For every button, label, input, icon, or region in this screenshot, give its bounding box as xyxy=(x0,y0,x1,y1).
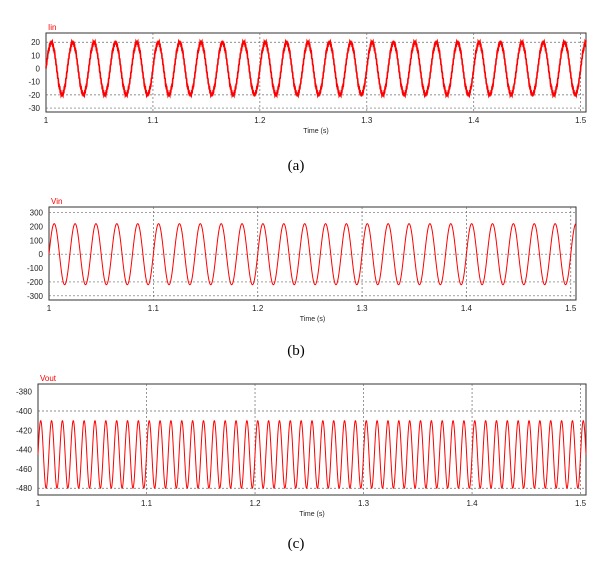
y-tick-label: 100 xyxy=(30,236,44,245)
figure-caption: (a) xyxy=(288,158,305,174)
y-tick-label: 200 xyxy=(30,222,44,231)
x-tick-label: 1.3 xyxy=(357,304,369,313)
x-tick-label: 1.5 xyxy=(575,499,587,508)
y-tick-label: -200 xyxy=(27,278,44,287)
y-tick-label: -480 xyxy=(16,484,33,493)
y-tick-label: -380 xyxy=(16,388,33,397)
x-axis-label: Time (s) xyxy=(299,511,324,518)
x-tick-label: 1.3 xyxy=(358,499,370,508)
x-tick-label: 1.2 xyxy=(252,304,264,313)
x-axis-label: Time (s) xyxy=(303,128,328,135)
x-tick-label: 1.1 xyxy=(147,116,159,125)
y-tick-label: -20 xyxy=(28,91,40,100)
figure-caption: (b) xyxy=(287,343,305,359)
y-tick-label: -440 xyxy=(16,446,33,455)
series-line xyxy=(45,38,587,99)
x-tick-label: 1 xyxy=(47,304,52,313)
y-tick-label: -460 xyxy=(16,465,33,474)
y-axis-label: Vout xyxy=(40,374,57,383)
y-tick-label: -10 xyxy=(28,78,40,87)
plot-area xyxy=(48,206,577,301)
y-tick-label: 0 xyxy=(39,250,44,259)
x-axis-label: Time (s) xyxy=(300,316,325,323)
y-axis-label: Iin xyxy=(48,23,56,32)
x-tick-label: 1.2 xyxy=(249,499,261,508)
y-tick-label: -30 xyxy=(28,104,40,113)
y-tick-label: -400 xyxy=(16,407,33,416)
x-tick-label: 1.1 xyxy=(148,304,160,313)
y-tick-label: -100 xyxy=(27,264,44,273)
y-tick-label: 0 xyxy=(36,65,41,74)
x-tick-label: 1.5 xyxy=(565,304,577,313)
x-tick-label: 1.1 xyxy=(141,499,153,508)
y-tick-label: 20 xyxy=(31,38,40,47)
chart-panel-iin: 1 1.1 1.2 1.3 1.4 1.5 20 10 0 -10 -20 -30 Iin Time (s… xyxy=(28,23,587,174)
x-tick-label: 1 xyxy=(36,499,41,508)
plot-area xyxy=(37,383,587,496)
x-tick-label: 1.4 xyxy=(461,304,473,313)
chart-panel-vin: 1 1.1 1.2 1.3 1.4 1.5 300 200 100 0 -100 -200 -300 Vi… xyxy=(27,197,577,359)
x-tick-label: 1.2 xyxy=(254,116,266,125)
figure-caption: (c) xyxy=(288,536,305,552)
x-tick-label: 1 xyxy=(44,116,49,125)
series-line xyxy=(48,223,577,286)
plot-area xyxy=(45,32,587,113)
y-tick-label: -300 xyxy=(27,292,44,301)
y-tick-label: -420 xyxy=(16,426,33,435)
y-axis-label: Vin xyxy=(51,197,62,206)
y-tick-label: 10 xyxy=(31,51,40,60)
chart-panel-vout: 1 1.1 1.2 1.3 1.4 1.5 -380 -400 -420 -440 -460 -480… xyxy=(16,374,587,552)
x-tick-label: 1.4 xyxy=(466,499,478,508)
y-tick-label: 300 xyxy=(30,209,44,218)
x-tick-label: 1.5 xyxy=(575,116,587,125)
x-tick-label: 1.4 xyxy=(468,116,480,125)
x-tick-label: 1.3 xyxy=(361,116,373,125)
series-line xyxy=(37,420,587,489)
